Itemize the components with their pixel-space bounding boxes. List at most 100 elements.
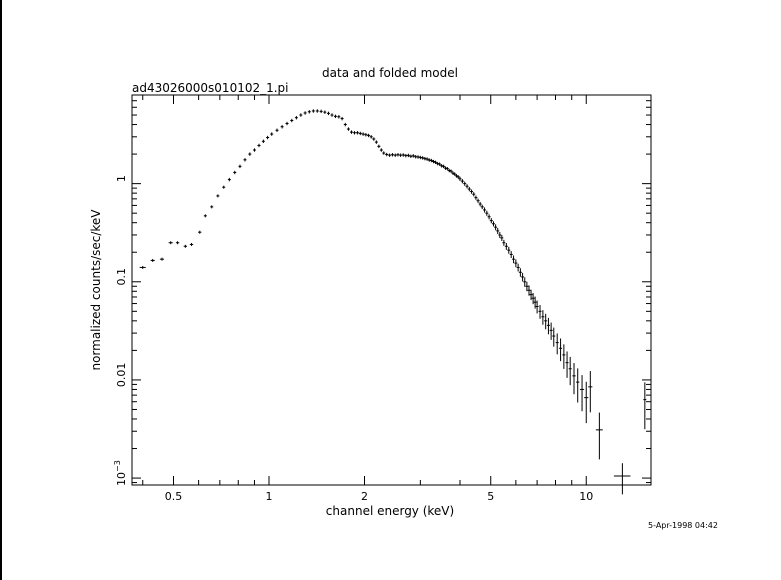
data-point bbox=[349, 130, 353, 134]
data-point bbox=[227, 177, 231, 182]
data-point bbox=[478, 201, 482, 207]
data-point bbox=[572, 363, 576, 395]
data-point bbox=[290, 118, 294, 123]
data-point bbox=[203, 214, 207, 218]
data-point bbox=[399, 153, 403, 157]
x-tick-label: 0.5 bbox=[165, 490, 183, 503]
data-point bbox=[183, 244, 188, 248]
plot-frame bbox=[131, 94, 652, 486]
chart-title: data and folded model bbox=[322, 66, 458, 80]
data-point bbox=[266, 135, 270, 140]
data-point bbox=[421, 156, 425, 160]
data-point bbox=[470, 189, 474, 194]
data-point bbox=[453, 172, 457, 176]
data-point bbox=[568, 356, 572, 386]
data-point bbox=[233, 170, 237, 175]
data-point bbox=[579, 375, 585, 412]
data-point bbox=[460, 179, 464, 184]
data-point bbox=[584, 381, 589, 424]
data-point bbox=[449, 169, 453, 173]
data-point bbox=[210, 205, 214, 209]
data-point bbox=[489, 218, 493, 224]
data-point bbox=[369, 135, 373, 139]
timestamp: 5-Apr-1998 04:42 bbox=[648, 521, 718, 530]
data-point bbox=[541, 310, 545, 325]
data-point bbox=[436, 161, 440, 166]
data-point bbox=[472, 192, 476, 197]
data-point bbox=[549, 322, 553, 340]
y-tick-label: 0.01 bbox=[115, 363, 128, 388]
data-point bbox=[385, 152, 389, 157]
data-point bbox=[496, 228, 500, 234]
data-point bbox=[411, 154, 415, 158]
data-point bbox=[364, 133, 368, 137]
x-axis: 0.5 1 2 5 10 bbox=[142, 95, 593, 503]
data-point bbox=[358, 131, 362, 136]
data-point bbox=[613, 463, 631, 495]
data-point bbox=[465, 184, 469, 189]
data-point bbox=[538, 304, 542, 319]
data-point bbox=[595, 412, 603, 460]
data-point bbox=[467, 187, 471, 192]
data-point bbox=[531, 293, 535, 305]
data-point bbox=[319, 109, 323, 114]
data-point bbox=[299, 113, 303, 117]
data-point bbox=[480, 204, 484, 210]
data-point bbox=[343, 122, 347, 127]
data-point bbox=[440, 164, 444, 168]
y-tick-label: 1 bbox=[115, 175, 128, 182]
data-point bbox=[198, 230, 202, 234]
data-point bbox=[406, 153, 410, 158]
data-point bbox=[390, 153, 394, 157]
data-point bbox=[377, 144, 381, 149]
data-point bbox=[514, 259, 518, 268]
data-point bbox=[512, 255, 516, 264]
data-point bbox=[285, 121, 289, 126]
data-point bbox=[372, 137, 376, 141]
chart-subtitle: ad43026000s010102_1.pi bbox=[132, 81, 289, 95]
data-point bbox=[333, 114, 337, 119]
data-point bbox=[374, 140, 378, 144]
data-point bbox=[456, 175, 460, 179]
data-point bbox=[487, 214, 491, 220]
data-point bbox=[139, 265, 146, 269]
data-point bbox=[643, 382, 647, 430]
data-point bbox=[525, 281, 529, 292]
y-tick-label: 0.1 bbox=[115, 268, 128, 286]
data-point bbox=[588, 371, 593, 413]
data-point bbox=[311, 109, 315, 113]
data-points bbox=[139, 109, 647, 495]
data-point bbox=[494, 224, 498, 231]
data-point bbox=[491, 221, 495, 227]
data-point bbox=[294, 115, 298, 120]
data-point bbox=[216, 194, 220, 198]
data-point bbox=[443, 166, 447, 170]
data-point bbox=[458, 176, 462, 181]
data-point bbox=[535, 300, 539, 314]
data-point bbox=[523, 277, 527, 287]
data-point bbox=[521, 272, 525, 282]
data-point bbox=[238, 164, 242, 169]
data-point bbox=[483, 207, 487, 213]
data-point bbox=[275, 128, 279, 132]
data-point bbox=[485, 210, 489, 216]
data-point bbox=[431, 159, 435, 164]
data-point bbox=[396, 153, 400, 157]
data-point bbox=[500, 235, 504, 241]
data-point bbox=[455, 174, 459, 178]
x-tick-label: 2 bbox=[361, 490, 368, 503]
data-point bbox=[252, 148, 256, 152]
data-point bbox=[361, 132, 365, 136]
data-point bbox=[504, 242, 508, 250]
data-point bbox=[330, 113, 334, 117]
data-point bbox=[189, 242, 194, 246]
data-point bbox=[257, 143, 261, 148]
data-point bbox=[576, 368, 580, 403]
data-point bbox=[393, 153, 397, 157]
data-point bbox=[509, 251, 513, 258]
data-point bbox=[340, 116, 344, 121]
data-point bbox=[404, 153, 408, 158]
y-tick-label: 10−3 bbox=[113, 460, 128, 486]
data-point bbox=[565, 351, 569, 378]
